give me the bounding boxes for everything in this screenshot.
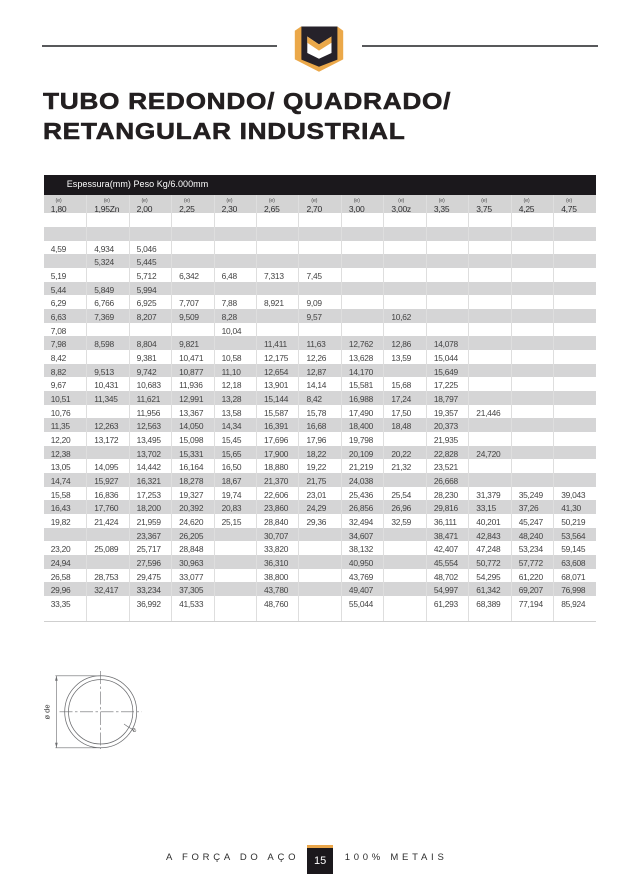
svg-text:ø de: ø de	[43, 704, 52, 719]
svg-text:e: e	[131, 726, 138, 734]
